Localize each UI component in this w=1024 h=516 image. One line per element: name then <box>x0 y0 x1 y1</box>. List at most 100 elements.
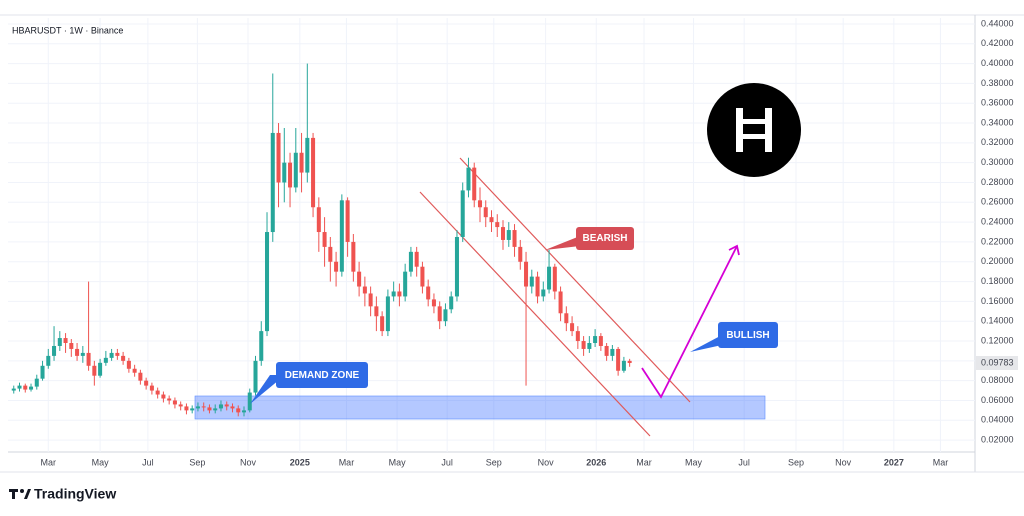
candle-body <box>75 348 80 356</box>
candle-body <box>270 132 275 233</box>
hbar-logo <box>707 83 801 177</box>
candle-body <box>334 261 339 272</box>
candle-body <box>184 406 189 411</box>
candle-body <box>426 286 431 300</box>
candle-body <box>345 200 350 242</box>
candle-body <box>431 299 436 307</box>
y-tick-label: 0.28000 <box>981 177 1014 187</box>
y-tick-label: 0.24000 <box>981 216 1014 226</box>
candle-body <box>17 385 22 389</box>
candle-body <box>529 276 534 287</box>
axes: 0.020000.040000.060000.080000.100000.120… <box>41 18 1018 467</box>
x-tick-label: Jul <box>441 457 453 467</box>
candle-body <box>259 331 264 361</box>
candle-body <box>213 408 218 411</box>
x-tick-label: Sep <box>189 457 205 467</box>
candle-body <box>328 246 333 262</box>
candle-body <box>380 316 385 332</box>
candle-body <box>587 343 592 349</box>
x-tick-label: Mar <box>339 457 355 467</box>
candle-body <box>362 286 367 294</box>
candle-body <box>241 410 247 413</box>
candle-body <box>616 348 621 371</box>
candle-body <box>610 348 615 356</box>
candle-body <box>305 137 310 173</box>
callout-pointer <box>545 236 580 250</box>
candle-body <box>535 276 540 297</box>
candle-body <box>598 336 603 346</box>
last-price-label: 0.09783 <box>981 357 1014 367</box>
x-tick-label: 2025 <box>290 457 310 467</box>
candle-body <box>374 306 379 317</box>
candle-body <box>483 207 488 218</box>
candle-body <box>155 390 160 395</box>
demand-zone <box>194 395 766 420</box>
y-tick-label: 0.36000 <box>981 98 1014 108</box>
candle-body <box>512 230 517 247</box>
candle-body <box>322 232 327 247</box>
candle-body <box>541 289 546 297</box>
candle-body <box>288 162 293 188</box>
x-tick-label: Mar <box>41 457 57 467</box>
x-tick-label: Nov <box>538 457 555 467</box>
candle-body <box>495 222 500 228</box>
x-tick-label: Mar <box>933 457 949 467</box>
y-tick-label: 0.34000 <box>981 117 1014 127</box>
candle-body <box>265 232 270 332</box>
candle-body <box>581 341 586 349</box>
arrow-head <box>728 244 740 256</box>
candle-body <box>46 355 51 366</box>
candle-body <box>593 336 598 344</box>
logo-part <box>736 108 743 152</box>
x-tick-label: May <box>389 457 407 467</box>
callout-box <box>576 227 634 250</box>
candle-body <box>144 380 149 386</box>
candle-body <box>604 345 609 356</box>
logo-part <box>765 108 772 152</box>
x-tick-label: Jul <box>142 457 154 467</box>
candle-body <box>500 227 506 240</box>
candle-body <box>11 388 16 391</box>
candle-body <box>23 385 28 390</box>
candle-body <box>201 406 206 408</box>
brand-icon <box>20 489 24 493</box>
candle-body <box>621 360 626 371</box>
candle-body <box>247 392 252 411</box>
candle-body <box>357 271 362 287</box>
candle-body <box>443 309 448 322</box>
candles <box>11 63 632 417</box>
candle-body <box>236 408 241 413</box>
candle-body <box>109 352 114 358</box>
candle-body <box>414 251 419 267</box>
candle-body <box>454 236 459 297</box>
candle-body <box>63 338 68 344</box>
candle-body <box>397 291 402 297</box>
candle-body <box>149 385 154 391</box>
x-tick-label: Jul <box>738 457 750 467</box>
x-tick-label: Nov <box>835 457 852 467</box>
y-tick-label: 0.06000 <box>981 395 1014 405</box>
y-tick-label: 0.44000 <box>981 18 1014 28</box>
x-tick-label: Sep <box>486 457 502 467</box>
candle-body <box>311 137 316 208</box>
candle-body <box>489 217 494 223</box>
y-tick-label: 0.04000 <box>981 415 1014 425</box>
y-tick-label: 0.20000 <box>981 256 1014 266</box>
candle-body <box>282 162 287 183</box>
candle-body <box>506 230 511 240</box>
y-tick-label: 0.42000 <box>981 38 1014 48</box>
candle-body <box>460 190 465 237</box>
candle-body <box>466 167 471 191</box>
candle-body <box>172 400 177 405</box>
y-tick-label: 0.22000 <box>981 236 1014 246</box>
chart-title: HBARUSDT · 1W · Binance <box>12 25 123 35</box>
candle-body <box>178 404 183 407</box>
callout-box <box>718 322 778 348</box>
candle-body <box>98 362 103 376</box>
candle-body <box>518 246 523 262</box>
candle-body <box>558 291 563 314</box>
candle-body <box>69 343 74 349</box>
projection-arrow <box>641 245 738 399</box>
candle-body <box>230 406 235 409</box>
